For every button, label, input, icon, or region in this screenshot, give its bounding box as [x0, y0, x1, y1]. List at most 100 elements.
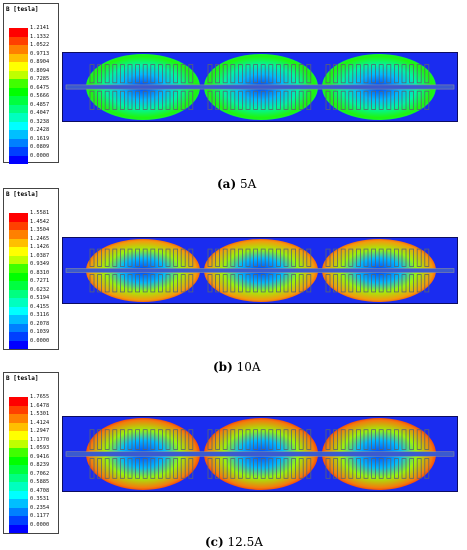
color-swatch	[9, 332, 28, 341]
legend-value: 0.3531	[30, 496, 50, 502]
color-swatch	[9, 298, 28, 307]
legend-value: 0.5194	[30, 295, 50, 301]
field-plot-c	[62, 416, 458, 492]
legend-value: 1.2465	[30, 235, 50, 242]
color-swatch	[9, 397, 28, 406]
legend-value: 0.1619	[30, 135, 50, 142]
color-swatch	[9, 448, 28, 457]
caption-b: (b) 10A	[213, 360, 261, 374]
legend-value: 0.4708	[30, 487, 50, 494]
color-swatch	[9, 96, 28, 105]
color-swatch	[9, 113, 28, 122]
color-swatch	[9, 323, 28, 332]
field-plot-image	[62, 237, 458, 304]
legend-value: 0.2354	[30, 504, 50, 511]
legend-value: 0.4155	[30, 303, 50, 310]
color-swatch	[9, 289, 28, 298]
color-swatch	[9, 507, 28, 516]
legend-value: 1.1770	[30, 436, 50, 443]
legend-value: 1.1332	[30, 33, 50, 40]
color-swatch	[9, 465, 28, 474]
legend-value: 0.7285	[30, 76, 50, 82]
legend-b: B [tesla] 1.5581 1.4542 1.3504 1.2465 1.1426…	[3, 188, 59, 350]
legend-value: 1.3504	[30, 227, 50, 233]
legend-value: 0.1039	[30, 329, 50, 335]
color-swatch	[9, 272, 28, 281]
legend-value: 0.5666	[30, 93, 50, 99]
caption-letter: (b)	[213, 360, 233, 374]
color-swatch	[9, 155, 28, 164]
legend-value: 1.5581	[30, 210, 50, 216]
color-swatch	[9, 247, 28, 256]
legend-value: 1.0593	[30, 445, 50, 451]
legend-value: 1.5301	[30, 411, 50, 417]
caption-text: 5A	[236, 177, 257, 191]
caption-letter: (a)	[217, 177, 237, 191]
color-swatch	[9, 306, 28, 315]
legend-value: 0.2078	[30, 320, 50, 327]
color-swatch	[9, 439, 28, 448]
caption-text: 12.5A	[223, 535, 263, 549]
legend-value: 0.6475	[30, 84, 50, 91]
color-swatch	[9, 70, 28, 79]
color-swatch	[9, 138, 28, 147]
legend-value: 0.6232	[30, 286, 50, 293]
legend-value: 1.6478	[30, 402, 50, 409]
color-swatch	[9, 213, 28, 222]
legend-value: 0.0000	[30, 521, 50, 528]
legend-value: 0.4857	[30, 101, 50, 108]
legend-title: B [tesla]	[6, 191, 39, 198]
color-swatch	[9, 221, 28, 230]
legend-value: 0.7062	[30, 470, 50, 477]
legend-value: 0.9713	[30, 50, 50, 57]
legend-value: 0.0809	[30, 144, 50, 150]
field-plot-image	[62, 52, 458, 122]
legend-value: 0.1177	[30, 513, 50, 519]
color-swatch	[9, 79, 28, 88]
field-plot-a	[62, 52, 458, 122]
color-swatch	[9, 45, 28, 54]
color-swatch	[9, 130, 28, 139]
caption-text: 10A	[232, 360, 261, 374]
legend-value: 1.1426	[30, 244, 50, 250]
color-swatch	[9, 238, 28, 247]
color-swatch	[9, 482, 28, 491]
legend-value: 0.3116	[30, 312, 50, 318]
legend-value: 0.0000	[30, 337, 50, 344]
color-swatch	[9, 36, 28, 45]
legend-value: 1.0387	[30, 252, 50, 259]
caption-a: (a) 5A	[217, 177, 256, 191]
caption-c: (c) 12.5A	[205, 535, 263, 549]
legend-value: 0.8904	[30, 59, 50, 65]
legend-value: 0.7271	[30, 278, 50, 284]
color-swatch	[9, 28, 28, 37]
legend-value: 1.2947	[30, 428, 50, 434]
color-swatch	[9, 422, 28, 431]
legend-value: 0.9349	[30, 261, 50, 267]
legend-value: 0.8239	[30, 462, 50, 468]
legend-value: 1.0522	[30, 42, 50, 48]
color-swatch	[9, 230, 28, 239]
legend-value: 0.9416	[30, 453, 50, 460]
legend-value: 1.4542	[30, 218, 50, 225]
field-plot-image	[62, 416, 458, 492]
color-swatch	[9, 62, 28, 71]
legend-value: 0.3238	[30, 118, 50, 125]
color-swatch	[9, 53, 28, 62]
legend-c: B [tesla] 1.7655 1.6478 1.5301 1.4124 1.2947…	[3, 372, 59, 534]
legend-value: 0.8094	[30, 67, 50, 74]
color-swatch	[9, 516, 28, 525]
color-swatch	[9, 524, 28, 533]
legend-value: 0.8310	[30, 269, 50, 276]
legend-value: 0.5885	[30, 479, 50, 485]
color-swatch	[9, 255, 28, 264]
color-scale-bar	[9, 397, 28, 533]
color-swatch	[9, 264, 28, 273]
color-swatch	[9, 87, 28, 96]
legend-a: B [tesla] 1.2141 1.1332 1.0522 0.9713 0.8904…	[3, 3, 59, 164]
color-swatch	[9, 499, 28, 508]
color-swatch	[9, 456, 28, 465]
color-swatch	[9, 431, 28, 440]
color-swatch	[9, 147, 28, 156]
color-swatch	[9, 405, 28, 414]
